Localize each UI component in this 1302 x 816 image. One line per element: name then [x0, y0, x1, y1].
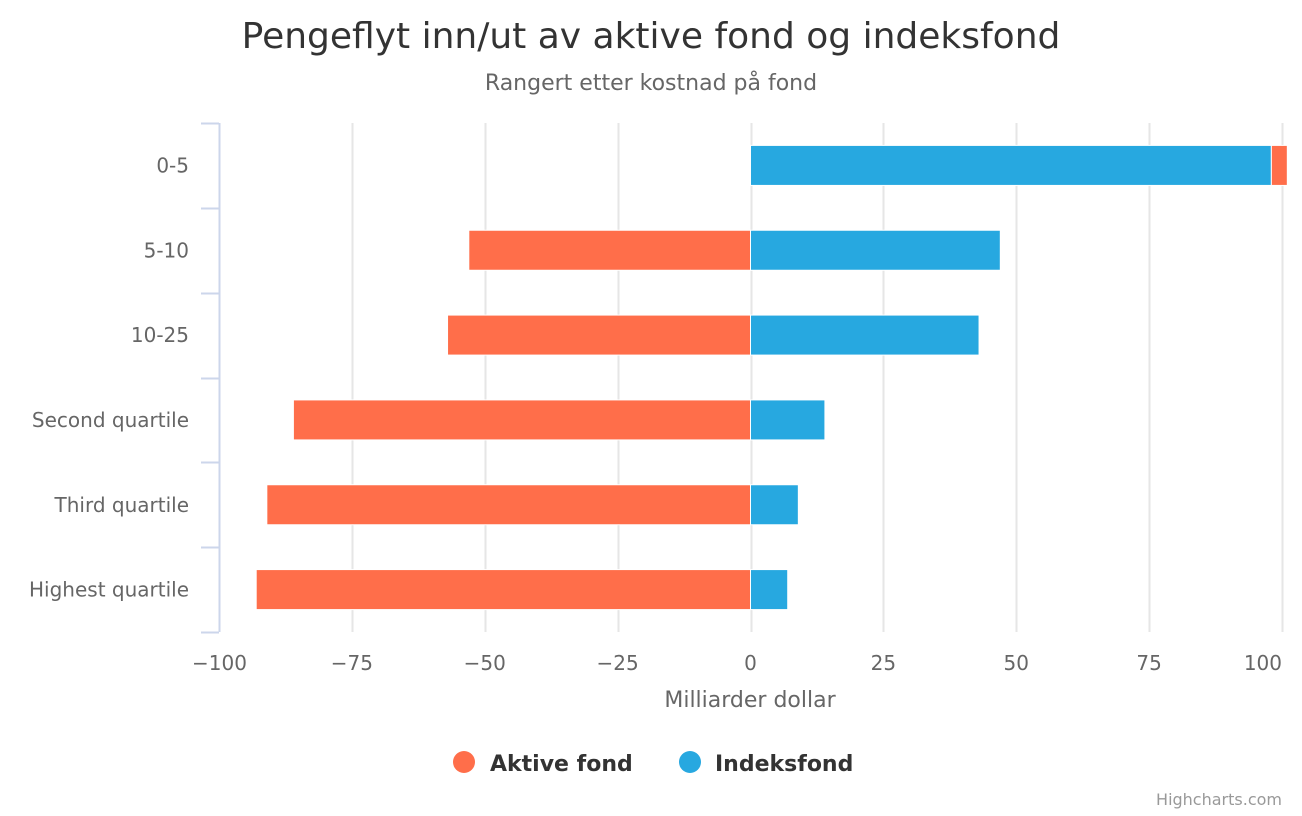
value-tick-label-6: 50 — [1004, 651, 1029, 675]
credits-link[interactable]: Highcharts.com — [1156, 790, 1282, 809]
value-tick-label-4: 0 — [744, 651, 757, 675]
bar-indeksfond-5-10[interactable] — [750, 229, 1001, 271]
value-tick-label-0: −100 — [192, 651, 247, 675]
value-tick-label-8: 100 — [1244, 651, 1282, 675]
value-tick-label-5: 25 — [871, 651, 896, 675]
value-tick-label-7: 75 — [1136, 651, 1161, 675]
category-label-second-quartile: Second quartile — [32, 408, 189, 432]
bars — [255, 144, 1288, 611]
legend-item-aktive-fond[interactable]: Aktive fond — [453, 751, 633, 777]
bar-indeksfond-third-quartile[interactable] — [750, 484, 799, 526]
bar-aktive-fond-5-10[interactable] — [468, 229, 751, 271]
category-label-0-5: 0-5 — [156, 153, 189, 177]
bar-aktive-fond-second-quartile[interactable] — [292, 399, 751, 441]
value-tick-label-1: −75 — [331, 651, 373, 675]
value-tick-label-2: −50 — [464, 651, 506, 675]
bar-indeksfond-highest-quartile[interactable] — [750, 569, 789, 611]
bar-indeksfond-0-5[interactable] — [750, 144, 1272, 186]
value-axis-labels: −100 −75 −50 −25 0 25 50 75 100 — [192, 651, 1282, 675]
bar-aktive-fond-10-25[interactable] — [447, 314, 751, 356]
legend-label-aktive-fond: Aktive fond — [490, 752, 633, 777]
bar-indeksfond-second-quartile[interactable] — [750, 399, 826, 441]
legend-label-indeksfond: Indeksfond — [715, 752, 853, 777]
legend-marker-aktive-fond — [453, 751, 475, 773]
legend-marker-indeksfond — [679, 751, 701, 773]
category-label-5-10: 5-10 — [144, 238, 189, 262]
chart-title: Pengeflyt inn/ut av aktive fond og indek… — [242, 16, 1061, 57]
legend: Aktive fond Indeksfond — [453, 751, 853, 777]
bar-aktive-fond-third-quartile[interactable] — [266, 484, 751, 526]
category-label-third-quartile: Third quartile — [54, 493, 189, 517]
bar-indeksfond-10-25[interactable] — [750, 314, 980, 356]
bar-aktive-fond-0-5[interactable] — [1270, 144, 1288, 186]
category-axis: 0-5 5-10 10-25 Second quartile Third quartil… — [29, 122, 221, 634]
category-label-highest-quartile: Highest quartile — [29, 578, 189, 602]
x-axis-title: Milliarder dollar — [664, 688, 836, 713]
value-tick-label-3: −25 — [597, 651, 639, 675]
bar-aktive-fond-highest-quartile[interactable] — [255, 569, 751, 611]
legend-item-indeksfond[interactable]: Indeksfond — [679, 751, 853, 777]
grid-lines — [351, 123, 1284, 632]
category-label-10-25: 10-25 — [131, 323, 189, 347]
chart-subtitle: Rangert etter kostnad på fond — [485, 70, 817, 96]
